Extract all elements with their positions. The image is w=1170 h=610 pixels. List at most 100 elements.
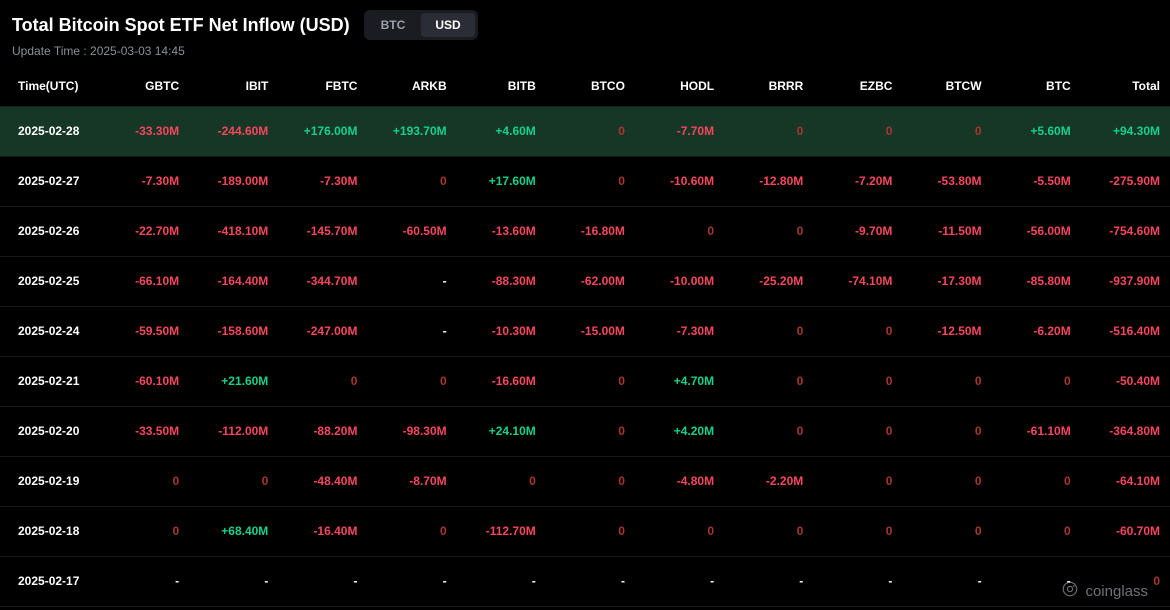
cell-value: -17.30M: [902, 256, 991, 306]
cell-value: 0: [546, 406, 635, 456]
cell-value: 0: [724, 506, 813, 556]
cell-value: -754.60M: [1081, 206, 1170, 256]
cell-value: -33.30M: [100, 106, 189, 156]
col-btcw[interactable]: BTCW: [902, 66, 991, 106]
cell-value: -10.60M: [635, 156, 724, 206]
cell-value: -16.80M: [546, 206, 635, 256]
cell-value: -: [367, 556, 456, 606]
page-title: Total Bitcoin Spot ETF Net Inflow (USD): [12, 15, 350, 36]
cell-value: 0: [724, 306, 813, 356]
cell-value: -66.10M: [100, 256, 189, 306]
cell-value: -56.00M: [992, 206, 1081, 256]
table-row: 2025-02-1900-48.40M-8.70M00-4.80M-2.20M0…: [0, 456, 1170, 506]
cell-value: -: [278, 556, 367, 606]
cell-value: -2.20M: [724, 456, 813, 506]
table-header-row: Time(UTC)GBTCIBITFBTCARKBBITBBTCOHODLBRR…: [0, 66, 1170, 106]
col-brrr[interactable]: BRRR: [724, 66, 813, 106]
col-total[interactable]: Total: [1081, 66, 1170, 106]
cell-value: 0: [724, 406, 813, 456]
cell-value: 0: [367, 356, 456, 406]
table-body: 2025-02-28-33.30M-244.60M+176.00M+193.70…: [0, 106, 1170, 606]
cell-value: +4.70M: [635, 356, 724, 406]
watermark-text: coinglass: [1085, 583, 1148, 600]
cell-value: -64.10M: [1081, 456, 1170, 506]
cell-value: -: [635, 556, 724, 606]
cell-value: -: [813, 556, 902, 606]
cell-value: -: [189, 556, 278, 606]
watermark: coinglass: [1061, 580, 1148, 602]
cell-value: -88.20M: [278, 406, 367, 456]
col-fbtc[interactable]: FBTC: [278, 66, 367, 106]
cell-value: +5.60M: [992, 106, 1081, 156]
cell-value: 0: [546, 156, 635, 206]
col-btc[interactable]: BTC: [992, 66, 1081, 106]
cell-date: 2025-02-19: [0, 456, 100, 506]
cell-value: 0: [724, 206, 813, 256]
col-bitb[interactable]: BITB: [457, 66, 546, 106]
cell-value: 0: [100, 456, 189, 506]
cell-value: -7.30M: [278, 156, 367, 206]
cell-date: 2025-02-18: [0, 506, 100, 556]
cell-value: 0: [992, 506, 1081, 556]
cell-value: -164.40M: [189, 256, 278, 306]
table-container: Time(UTC)GBTCIBITFBTCARKBBITBBTCOHODLBRR…: [0, 66, 1170, 607]
cell-value: -158.60M: [189, 306, 278, 356]
cell-value: +17.60M: [457, 156, 546, 206]
cell-value: 0: [546, 506, 635, 556]
cell-value: -418.10M: [189, 206, 278, 256]
cell-value: 0: [902, 106, 991, 156]
col-arkb[interactable]: ARKB: [367, 66, 456, 106]
table-row: 2025-02-28-33.30M-244.60M+176.00M+193.70…: [0, 106, 1170, 156]
cell-value: -12.80M: [724, 156, 813, 206]
cell-value: -112.70M: [457, 506, 546, 556]
cell-value: -85.80M: [992, 256, 1081, 306]
col-ibit[interactable]: IBIT: [189, 66, 278, 106]
col-ezbc[interactable]: EZBC: [813, 66, 902, 106]
cell-value: -112.00M: [189, 406, 278, 456]
cell-date: 2025-02-28: [0, 106, 100, 156]
cell-value: -16.60M: [457, 356, 546, 406]
cell-value: -516.40M: [1081, 306, 1170, 356]
cell-value: -60.50M: [367, 206, 456, 256]
toggle-usd[interactable]: USD: [421, 13, 474, 37]
cell-value: 0: [813, 356, 902, 406]
cell-value: -7.30M: [100, 156, 189, 206]
cell-value: 0: [902, 456, 991, 506]
cell-value: -937.90M: [1081, 256, 1170, 306]
table-row: 2025-02-27-7.30M-189.00M-7.30M0+17.60M0-…: [0, 156, 1170, 206]
cell-value: 0: [992, 456, 1081, 506]
cell-value: -25.20M: [724, 256, 813, 306]
table-row: 2025-02-26-22.70M-418.10M-145.70M-60.50M…: [0, 206, 1170, 256]
col-time-utc-[interactable]: Time(UTC): [0, 66, 100, 106]
cell-value: -48.40M: [278, 456, 367, 506]
col-gbtc[interactable]: GBTC: [100, 66, 189, 106]
cell-value: +68.40M: [189, 506, 278, 556]
cell-value: 0: [278, 356, 367, 406]
col-hodl[interactable]: HODL: [635, 66, 724, 106]
cell-value: -8.70M: [367, 456, 456, 506]
etf-table: Time(UTC)GBTCIBITFBTCARKBBITBBTCOHODLBRR…: [0, 66, 1170, 607]
col-btco[interactable]: BTCO: [546, 66, 635, 106]
cell-value: -: [724, 556, 813, 606]
cell-value: -11.50M: [902, 206, 991, 256]
update-time: Update Time : 2025-03-03 14:45: [0, 44, 1170, 66]
cell-value: 0: [813, 106, 902, 156]
table-row: 2025-02-20-33.50M-112.00M-88.20M-98.30M+…: [0, 406, 1170, 456]
header: Total Bitcoin Spot ETF Net Inflow (USD) …: [0, 0, 1170, 44]
cell-value: +193.70M: [367, 106, 456, 156]
cell-date: 2025-02-20: [0, 406, 100, 456]
cell-value: -: [367, 256, 456, 306]
table-row: 2025-02-25-66.10M-164.40M-344.70M--88.30…: [0, 256, 1170, 306]
cell-value: 0: [813, 406, 902, 456]
cell-value: 0: [902, 506, 991, 556]
cell-value: +4.20M: [635, 406, 724, 456]
cell-value: 0: [902, 406, 991, 456]
cell-date: 2025-02-17: [0, 556, 100, 606]
cell-value: -247.00M: [278, 306, 367, 356]
cell-date: 2025-02-27: [0, 156, 100, 206]
cell-value: 0: [724, 106, 813, 156]
cell-value: 0: [813, 506, 902, 556]
cell-value: -88.30M: [457, 256, 546, 306]
toggle-btc[interactable]: BTC: [367, 13, 420, 37]
cell-value: +21.60M: [189, 356, 278, 406]
